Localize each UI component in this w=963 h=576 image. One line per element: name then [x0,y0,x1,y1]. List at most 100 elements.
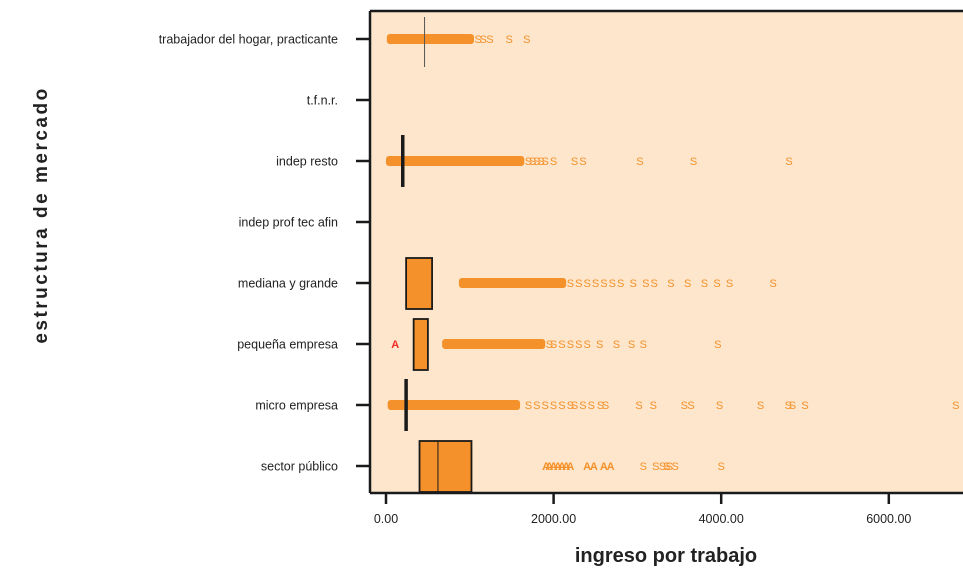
x-tick-label: 0.00 [374,512,398,526]
outlier-point: S [952,400,959,412]
outlier-point: S [523,34,530,46]
dense-outlier-band [386,156,525,166]
x-tick-label: 2000.00 [531,512,576,526]
outlier-point: S [714,339,721,351]
outlier-point: S [546,339,553,351]
outlier-point: S [635,400,642,412]
dense-outlier-band [458,278,567,288]
y-axis-title: estructura de mercado [31,86,52,343]
outlier-point: S [567,339,574,351]
extreme-point: A [583,461,591,473]
outlier-point: S [663,461,670,473]
outlier-point: S [636,156,643,168]
outlier-point: S [567,400,574,412]
outlier-point: S [567,278,574,290]
outlier-point: S [575,339,582,351]
outlier-point: S [571,156,578,168]
outlier-point: S [681,400,688,412]
outlier-point: S [713,278,720,290]
category-label: indep prof tec afin [239,216,338,230]
outlier-point: S [597,400,604,412]
outlier-point: S [579,400,586,412]
outlier-point: S [525,156,532,168]
extreme-point: A [600,461,608,473]
category-label: mediana y grande [238,277,338,291]
outlier-point: S [726,278,733,290]
outlier-point: S [602,400,609,412]
extreme-point: A [545,461,553,473]
outlier-point: S [769,278,776,290]
outlier-point: S [630,278,637,290]
outlier-point: S [525,400,532,412]
outlier-point: S [558,400,565,412]
outlier-point: S [542,400,549,412]
box [405,257,433,310]
outlier-point: S [640,461,647,473]
outlier-point: S [596,339,603,351]
outlier-point: S [671,461,678,473]
outlier-point: S [785,400,792,412]
category-label: micro empresa [255,399,338,413]
outlier-point: S [684,278,691,290]
outlier-point: S [486,34,493,46]
outlier-point: S [592,278,599,290]
extreme-point: A [558,461,566,473]
outlier-point: S [789,400,796,412]
outlier-point: S [579,156,586,168]
outlier-point: S [666,461,673,473]
outlier-point: S [533,400,540,412]
box [418,440,473,493]
outlier-point: S [583,339,590,351]
outlier-point: S [690,156,697,168]
x-tick-label: 6000.00 [866,512,911,526]
box [412,318,429,371]
extreme-point: A [566,461,574,473]
x-axis-title: ingreso por trabajo [575,545,757,567]
category-label: sector público [261,460,338,474]
extreme-point: A [562,461,570,473]
outlier-point: S [506,34,513,46]
outlier-point: S [667,278,674,290]
dense-outlier-band [442,339,546,349]
outlier-point: S [757,400,764,412]
category-label: indep resto [276,155,338,169]
dense-outlier-band [386,34,474,44]
extreme-point: A [550,461,558,473]
outlier-point: S [640,339,647,351]
outlier-point: S [687,400,694,412]
outlier-point: S [533,156,540,168]
outlier-point: S [600,278,607,290]
x-tick-label: 4000.00 [699,512,744,526]
outlier-point: S [617,278,624,290]
outlier-point: S [480,34,487,46]
extreme-point: A [542,461,550,473]
category-label: trabajador del hogar, practicante [159,33,338,47]
outlier-point: S [571,400,578,412]
extreme-point: A [607,461,615,473]
outlier-point: S [529,156,536,168]
outlier-point: S [801,400,808,412]
outlier-point: S [475,34,482,46]
outlier-point: S [588,400,595,412]
outlier-point: S [650,278,657,290]
plot-panel [370,11,963,493]
outlier-point: S [550,339,557,351]
outlier-point: S [716,400,723,412]
outlier-point: S [537,156,544,168]
extreme-point: A [554,461,562,473]
outlier-point: S [613,339,620,351]
outlier-point: S [583,278,590,290]
category-label: pequeña empresa [237,338,338,352]
outlier-point: S [609,278,616,290]
outlier-point: S [542,156,549,168]
outlier-point: S [650,400,657,412]
outlier-point: S [550,156,557,168]
outlier-point: S [628,339,635,351]
outlier-point: S [652,461,659,473]
outlier-point: S [701,278,708,290]
outlier-point: S [659,461,666,473]
extreme-point: A [590,461,598,473]
category-label: t.f.n.r. [307,94,338,108]
extreme-point: A [391,339,399,351]
